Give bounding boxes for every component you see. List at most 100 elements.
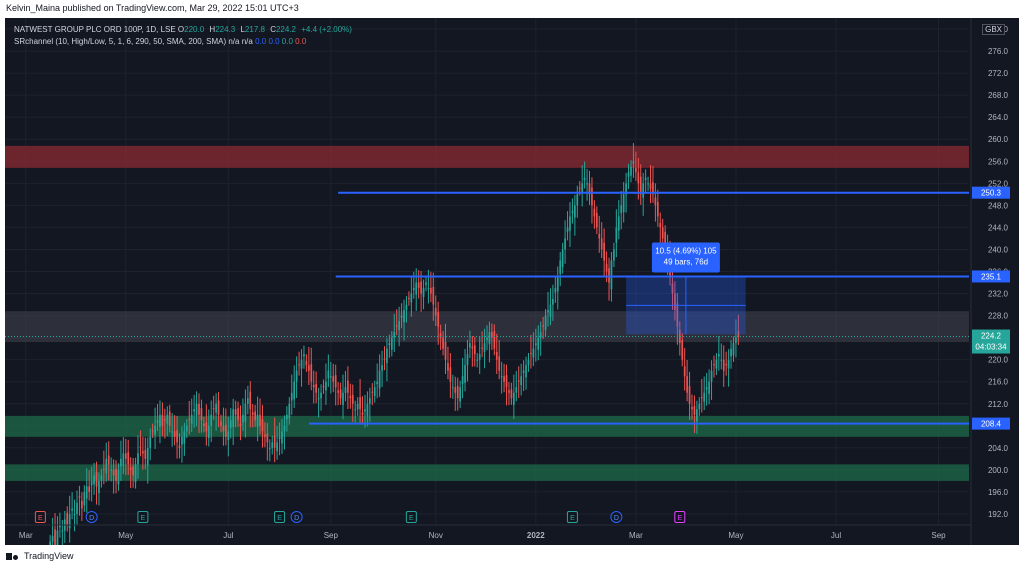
candle-body: [613, 249, 615, 261]
event-marker-letter: D: [294, 515, 299, 522]
candle-body: [459, 387, 462, 402]
candle-body: [693, 405, 696, 415]
candle-body: [183, 431, 186, 444]
candle-body: [166, 414, 169, 424]
candle-body: [520, 376, 523, 386]
candle-body: [193, 409, 195, 412]
candle-body: [412, 288, 415, 291]
level-price-tag: [972, 186, 1010, 199]
price-tick-label: 204.0: [988, 444, 1009, 453]
candle-body: [266, 433, 269, 443]
candle-body: [427, 288, 430, 290]
candle-body: [686, 376, 688, 393]
event-marker-earnings: [674, 511, 686, 523]
candle-body: [122, 453, 125, 466]
event-marker-earnings: [34, 511, 46, 523]
candle-body: [190, 414, 193, 424]
candle-body: [705, 387, 708, 390]
candle-body: [173, 431, 176, 437]
candle-body: [432, 286, 435, 305]
sr-zone-support: [5, 415, 969, 437]
candle-body: [447, 362, 449, 371]
ohlc-high-label: H: [209, 25, 216, 34]
candle-body: [347, 380, 349, 393]
ohlc-low-label: L: [240, 25, 245, 34]
candle-body: [554, 288, 557, 293]
ohlc-low-value: 217.8: [244, 25, 265, 34]
candle-body: [254, 411, 257, 421]
publisher-caption: Kelvin_Maina published on TradingView.co…: [6, 3, 299, 13]
indicator-name[interactable]: SRchannel (10, High/Low, 5, 1, 6, 290, 5…: [14, 37, 227, 46]
candle-body: [542, 325, 544, 327]
event-marker-letter: E: [570, 515, 575, 522]
candle-body: [51, 536, 54, 542]
candle-body: [525, 365, 527, 378]
currency-label[interactable]: GBX: [982, 24, 1005, 35]
candle-body: [105, 458, 108, 474]
candle-body: [676, 303, 679, 327]
candle-body: [598, 234, 601, 239]
candle-body: [566, 227, 569, 232]
candle-body: [444, 342, 447, 360]
chart-frame[interactable]: NATWEST GROUP PLC ORD 100P, 1D, LSE O220…: [5, 18, 1019, 545]
price-tick-label: 272.0: [988, 69, 1009, 78]
candle-body: [229, 420, 232, 429]
candle-body: [342, 392, 344, 405]
candle-body: [730, 348, 732, 357]
candle-body: [534, 343, 537, 346]
candle-body: [559, 260, 562, 274]
candle-body: [66, 512, 69, 525]
level-price-tag: [972, 270, 1010, 283]
candle-body: [286, 414, 288, 420]
candle-body: [583, 177, 586, 181]
candle-body: [210, 414, 213, 426]
chart-background: [5, 18, 1019, 545]
candle-body: [549, 304, 552, 317]
ohlc-close-label: C: [270, 25, 276, 34]
candle-body: [605, 263, 608, 272]
candle-body: [49, 541, 52, 545]
candle-body: [595, 213, 598, 228]
candle-body: [647, 183, 649, 185]
candle-body: [93, 475, 95, 485]
candle-body: [674, 293, 676, 311]
candle-body: [483, 343, 486, 352]
candle-body: [735, 337, 737, 344]
candle-body: [305, 360, 308, 366]
price-tick-label: 260.0: [988, 135, 1009, 144]
candle-body: [261, 419, 264, 432]
measure-label-line-2: 49 bars, 76d: [664, 257, 708, 266]
event-marker-earnings: [405, 511, 417, 523]
candle-body: [137, 453, 139, 465]
candle-body: [439, 333, 442, 338]
measure-label-line-1: 10.5 (4.69%) 105: [655, 246, 717, 255]
candle-body: [127, 452, 130, 465]
candle-body: [539, 332, 542, 338]
price-tick-label: 228.0: [988, 312, 1009, 321]
candle-body: [110, 469, 113, 471]
event-marker-dividend: [610, 511, 623, 523]
candle-body: [163, 419, 166, 421]
price-tick-label: 248.0: [988, 201, 1009, 210]
candle-body: [491, 332, 493, 338]
candle-body: [564, 238, 566, 250]
symbol-row: NATWEST GROUP PLC ORD 100P, 1D, LSE O220…: [14, 24, 355, 36]
candle-body: [327, 370, 330, 379]
candle-body: [171, 431, 174, 433]
symbol-name[interactable]: NATWEST GROUP PLC ORD 100P, 1D, LSE: [14, 25, 176, 34]
indicator-value-4: 0.0: [295, 37, 307, 46]
candle-body: [222, 425, 225, 432]
candle-body: [622, 194, 625, 212]
candle-body: [76, 502, 78, 514]
candle-body: [574, 205, 576, 218]
candle-body: [390, 337, 393, 350]
time-tick-label: May: [728, 531, 743, 540]
candle-body: [430, 288, 432, 294]
price-tick-label: 196.0: [988, 488, 1009, 497]
level-price-tag-label: 235.1: [981, 272, 1002, 281]
last-price-tag: [972, 329, 1010, 354]
candlestick-chart[interactable]: 10.5 (4.69%) 105 49 bars, 76d E D E E D E E D E 192…: [5, 18, 1019, 545]
candle-body: [239, 423, 242, 426]
time-tick-label: Nov: [429, 531, 443, 540]
candle-body: [478, 354, 481, 360]
